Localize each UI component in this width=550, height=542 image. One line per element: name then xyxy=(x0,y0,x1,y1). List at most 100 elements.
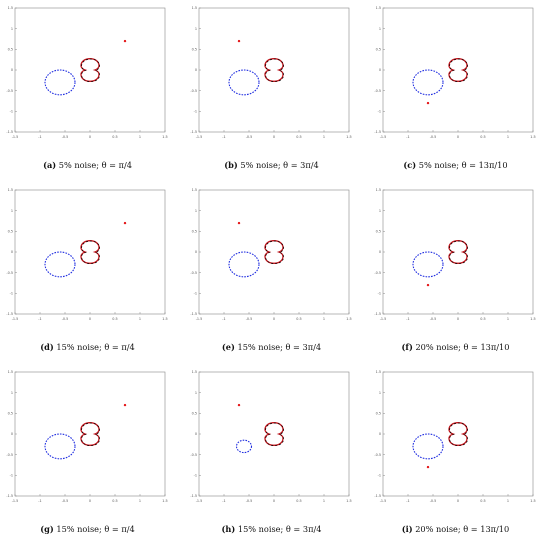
source-point xyxy=(123,221,127,225)
true-shape xyxy=(448,422,468,446)
y-tick-label: -1.5 xyxy=(374,494,381,498)
y-tick-label: -1.5 xyxy=(190,312,197,316)
subplot-caption: (d) 15% noise; θ = π/4 xyxy=(0,342,175,352)
axes-box xyxy=(382,7,534,133)
x-tick-label: -1.5 xyxy=(380,135,387,139)
x-tick-label: 1.5 xyxy=(346,499,351,503)
plot-svg: -1.5 -1 -0.5 0 0.5 1 1.5 1.5 1 0.5 0 -0.5 -1 -1.5 xyxy=(374,188,535,321)
x-tick-label: 1.5 xyxy=(346,317,351,321)
x-tick-label: 1 xyxy=(323,135,325,139)
y-tick-label: 0.5 xyxy=(8,48,13,52)
reconstructed-shape xyxy=(449,240,468,265)
x-tick-label: -0.5 xyxy=(246,317,253,321)
circle-obstacle xyxy=(44,433,76,460)
circle-obstacle xyxy=(44,251,76,278)
x-tick-label: 1.5 xyxy=(530,135,535,139)
plot-svg: -1.5 -1 -0.5 0 0.5 1 1.5 1.5 1 0.5 0 -0.5 -1 -1.5 xyxy=(6,188,167,321)
x-tick-label: 1 xyxy=(323,317,325,321)
x-tick-label: -1.5 xyxy=(196,317,203,321)
y-tick-label: -0.5 xyxy=(6,89,13,93)
y-tick-label: 1 xyxy=(11,27,13,31)
subplot-caption: (a) 5% noise; θ = π/4 xyxy=(0,160,175,170)
x-tick-label: -0.5 xyxy=(62,135,69,139)
y-tick-label: 0 xyxy=(195,432,197,436)
axes-box xyxy=(198,189,350,315)
plot-svg: -1.5 -1 -0.5 0 0.5 1 1.5 1.5 1 0.5 0 -0.5 -1 -1.5 xyxy=(190,370,351,503)
caption-text: 5% noise; θ = π/4 xyxy=(58,160,132,170)
x-tick-label: -0.5 xyxy=(62,317,69,321)
axes-box xyxy=(198,371,350,497)
y-tick-label: 1 xyxy=(195,209,197,213)
y-tick-label: 0 xyxy=(379,250,381,254)
x-tick-label: -0.5 xyxy=(246,499,253,503)
x-tick-label: -1 xyxy=(38,317,41,321)
x-tick-label: -1.5 xyxy=(196,499,203,503)
subplot-caption: (i) 20% noise; θ = 13π/10 xyxy=(368,524,543,534)
y-tick-label: -1.5 xyxy=(374,130,381,134)
y-tick-label: -1.5 xyxy=(190,130,197,134)
axes-box xyxy=(382,189,534,315)
x-tick-label: 0.5 xyxy=(112,317,117,321)
x-tick-label: 1.5 xyxy=(162,135,167,139)
y-tick-label: 1 xyxy=(11,391,13,395)
x-tick-label: 0 xyxy=(457,317,459,321)
caption-label: (d) xyxy=(40,342,54,352)
caption-text: 5% noise; θ = 3π/4 xyxy=(240,160,319,170)
x-tick-label: 1.5 xyxy=(530,499,535,503)
y-tick-label: 0 xyxy=(195,250,197,254)
y-tick-label: 0.5 xyxy=(376,48,381,52)
y-tick-label: -0.5 xyxy=(374,89,381,93)
x-tick-label: 1.5 xyxy=(162,499,167,503)
source-point xyxy=(237,403,241,407)
x-tick-label: 1 xyxy=(507,135,509,139)
subplot-g: -1.5 -1 -0.5 0 0.5 1 1.5 1.5 1 0.5 0 -0.5 -1 -1.5 (g) … xyxy=(0,364,175,542)
y-tick-label: -1.5 xyxy=(6,312,13,316)
caption-label: (a) xyxy=(43,160,57,170)
y-tick-label: -1 xyxy=(10,474,13,478)
subplot-f: -1.5 -1 -0.5 0 0.5 1 1.5 1.5 1 0.5 0 -0.5 -1 -1.5 (f) … xyxy=(368,182,543,360)
y-tick-label: -1 xyxy=(10,292,13,296)
y-tick-label: 1 xyxy=(195,391,197,395)
x-tick-label: 0 xyxy=(273,317,275,321)
y-tick-label: 1.5 xyxy=(8,188,13,192)
true-shape xyxy=(264,58,284,82)
source-point xyxy=(123,403,127,407)
y-tick-label: 0.5 xyxy=(8,230,13,234)
x-tick-label: 0.5 xyxy=(296,499,301,503)
caption-text: 5% noise; θ = 13π/10 xyxy=(418,160,508,170)
true-shape xyxy=(80,240,100,264)
true-shape xyxy=(264,422,284,446)
y-tick-label: 0 xyxy=(195,68,197,72)
reconstructed-shape xyxy=(81,58,100,83)
y-tick-label: -1 xyxy=(378,292,381,296)
circle-obstacle xyxy=(228,69,260,96)
y-tick-label: 1 xyxy=(379,27,381,31)
circle-obstacle xyxy=(412,69,444,96)
x-tick-label: -1 xyxy=(406,317,409,321)
x-tick-label: -1 xyxy=(406,499,409,503)
caption-text: 15% noise; θ = 3π/4 xyxy=(237,342,322,352)
y-tick-label: 0 xyxy=(379,432,381,436)
y-tick-label: 0.5 xyxy=(192,230,197,234)
plot-svg: -1.5 -1 -0.5 0 0.5 1 1.5 1.5 1 0.5 0 -0.5 -1 -1.5 xyxy=(6,370,167,503)
y-tick-label: 1.5 xyxy=(8,370,13,374)
circle-obstacle xyxy=(412,251,444,278)
x-tick-label: 0 xyxy=(89,499,91,503)
x-tick-label: -0.5 xyxy=(246,135,253,139)
subplot-h: -1.5 -1 -0.5 0 0.5 1 1.5 1.5 1 0.5 0 -0.5 -1 -1.5 (h) … xyxy=(184,364,359,542)
x-tick-label: 1 xyxy=(323,499,325,503)
circle-obstacle xyxy=(44,69,76,96)
subplot-caption: (h) 15% noise; θ = 3π/4 xyxy=(184,524,359,534)
caption-label: (b) xyxy=(224,160,238,170)
y-tick-label: -1 xyxy=(378,110,381,114)
caption-text: 15% noise; θ = π/4 xyxy=(56,342,135,352)
subplot-caption: (f) 20% noise; θ = 13π/10 xyxy=(368,342,543,352)
x-tick-label: -0.5 xyxy=(430,135,437,139)
x-tick-label: -1.5 xyxy=(196,135,203,139)
source-point xyxy=(237,221,241,225)
axes-box xyxy=(14,189,166,315)
subplot-c: -1.5 -1 -0.5 0 0.5 1 1.5 1.5 1 0.5 0 -0.5 -1 -1.5 (c) … xyxy=(368,0,543,178)
axes-box xyxy=(198,7,350,133)
y-tick-label: 0.5 xyxy=(192,48,197,52)
